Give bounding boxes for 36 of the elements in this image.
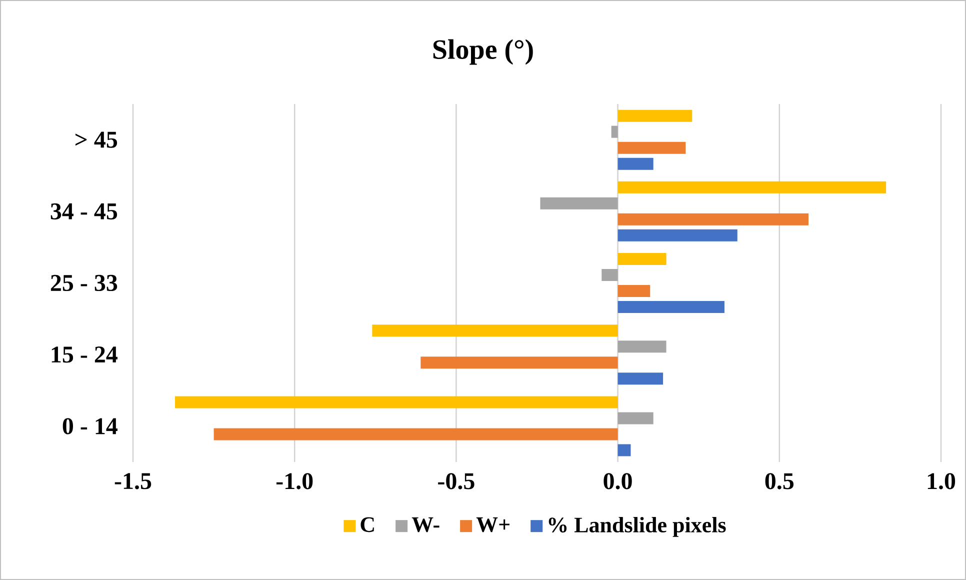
bar (214, 428, 618, 440)
legend-label: W+ (476, 517, 510, 532)
bar (372, 324, 618, 337)
x-tick-label: -1.0 (276, 473, 313, 490)
x-tick-label: 1.0 (928, 473, 956, 490)
y-tick-label: > 45 (75, 132, 118, 148)
bar (618, 340, 666, 353)
legend-label: W- (412, 517, 440, 532)
legend-label: % Landslide pixels (548, 516, 726, 537)
bar (618, 110, 692, 122)
bar (618, 213, 808, 226)
bar (618, 444, 631, 456)
bar (618, 142, 686, 154)
x-tick-label: -0.5 (438, 473, 474, 490)
bar (175, 396, 618, 408)
x-tick-label: -1.5 (114, 473, 152, 490)
bar (618, 301, 724, 314)
bar (618, 181, 886, 194)
y-tick-label: 0 - 14 (62, 418, 118, 434)
chart-title: Slope (°) (433, 39, 533, 65)
x-tick-label: 0.0 (604, 473, 632, 490)
bar (602, 269, 618, 282)
bar (618, 158, 654, 170)
bar (420, 356, 618, 369)
bar (618, 229, 738, 242)
x-tick-label: 0.5 (765, 473, 794, 490)
bar (540, 197, 618, 210)
bar (618, 412, 654, 424)
y-tick-label: 34 - 45 (50, 203, 118, 220)
bar (618, 285, 650, 298)
y-tick-label: 25 - 33 (50, 274, 118, 292)
legend-label: C (360, 517, 374, 532)
bar (611, 126, 618, 138)
bar (618, 372, 664, 385)
y-tick-label: 15 - 24 (52, 346, 118, 363)
bar (618, 253, 666, 266)
